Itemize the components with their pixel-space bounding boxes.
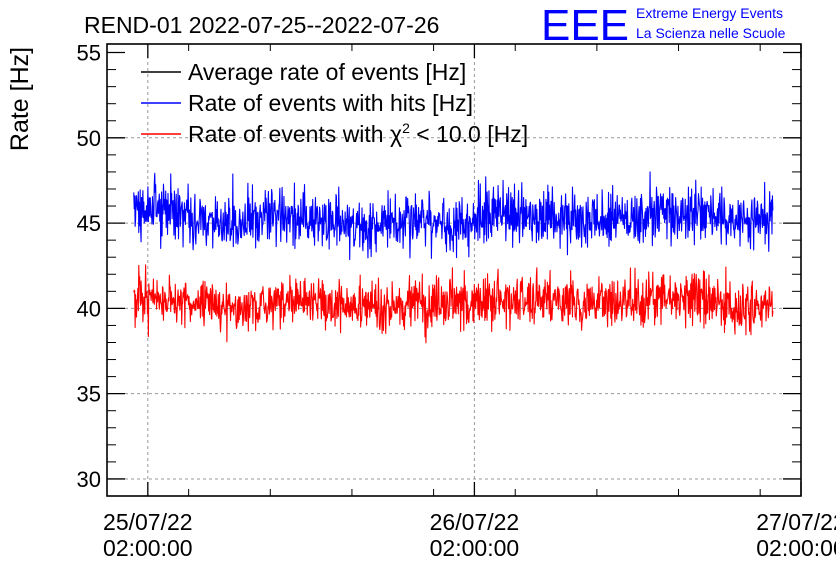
eee-logo-mark: EEE <box>541 1 629 50</box>
x-tick-label-date: 25/07/22 <box>103 509 193 535</box>
x-tick-label-date: 26/07/22 <box>430 509 520 535</box>
y-tick-labels: 30 35 40 45 50 55 <box>77 41 101 492</box>
plot-frame <box>106 43 802 497</box>
y-tick-label: 55 <box>77 41 101 66</box>
x-tick-label-time: 02:00:00 <box>756 535 836 561</box>
y-tick-label: 40 <box>77 296 101 321</box>
y-axis-label: Rate [Hz] <box>6 47 34 151</box>
legend-label-chi2: Rate of events with χ2 < 10.0 [Hz] <box>188 120 528 147</box>
ticks <box>107 44 802 497</box>
legend-item-hits: Rate of events with hits [Hz] <box>141 90 473 116</box>
series-layer <box>133 171 774 344</box>
legend-item-chi2: Rate of events with χ2 < 10.0 [Hz] <box>141 120 528 147</box>
eee-logo-line1: Extreme Energy Events <box>636 5 783 21</box>
series-line-1 <box>133 171 774 261</box>
y-tick-label: 30 <box>77 467 101 492</box>
series-line-2 <box>133 264 774 344</box>
eee-logo: EEE Extreme Energy Events La Scienza nel… <box>541 1 786 50</box>
y-tick-label: 35 <box>77 382 101 407</box>
x-tick-label-time: 02:00:00 <box>430 535 520 561</box>
y-tick-label: 50 <box>77 126 101 151</box>
x-tick-label-date: 27/07/22 <box>756 509 836 535</box>
legend: Average rate of events [Hz] Rate of even… <box>141 59 528 147</box>
legend-label-average: Average rate of events [Hz] <box>188 59 466 85</box>
eee-logo-line2: La Scienza nelle Scuole <box>636 25 786 41</box>
legend-label-hits: Rate of events with hits [Hz] <box>188 90 473 116</box>
legend-item-average: Average rate of events [Hz] <box>141 59 466 85</box>
x-tick-labels: 25/07/2202:00:0026/07/2202:00:0027/07/22… <box>103 509 836 561</box>
x-tick-label-time: 02:00:00 <box>103 535 193 561</box>
chart-title: REND-01 2022-07-25--2022-07-26 <box>84 12 439 38</box>
y-tick-label: 45 <box>77 211 101 236</box>
